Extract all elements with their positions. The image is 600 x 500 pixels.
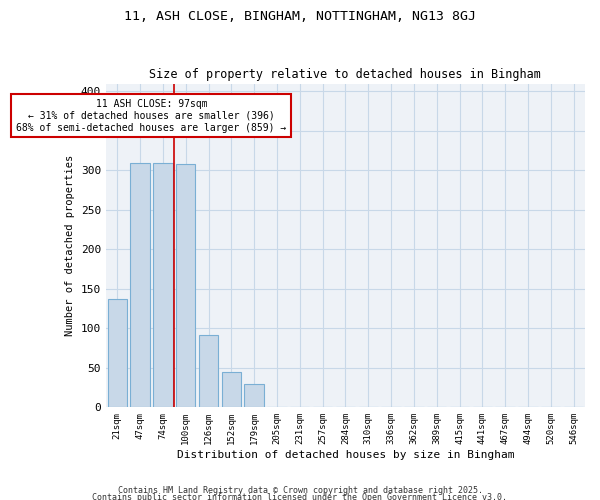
Text: Contains HM Land Registry data © Crown copyright and database right 2025.: Contains HM Land Registry data © Crown c… — [118, 486, 482, 495]
Bar — [130, 162, 150, 408]
Bar — [153, 162, 173, 408]
Bar — [221, 372, 241, 408]
Text: Contains public sector information licensed under the Open Government Licence v3: Contains public sector information licen… — [92, 494, 508, 500]
X-axis label: Distribution of detached houses by size in Bingham: Distribution of detached houses by size … — [176, 450, 514, 460]
Y-axis label: Number of detached properties: Number of detached properties — [65, 155, 75, 336]
Title: Size of property relative to detached houses in Bingham: Size of property relative to detached ho… — [149, 68, 541, 81]
Bar — [244, 384, 264, 407]
Text: 11 ASH CLOSE: 97sqm
← 31% of detached houses are smaller (396)
68% of semi-detac: 11 ASH CLOSE: 97sqm ← 31% of detached ho… — [16, 100, 287, 132]
Text: 11, ASH CLOSE, BINGHAM, NOTTINGHAM, NG13 8GJ: 11, ASH CLOSE, BINGHAM, NOTTINGHAM, NG13… — [124, 10, 476, 23]
Bar — [176, 164, 196, 408]
Bar — [199, 334, 218, 407]
Bar — [107, 299, 127, 408]
